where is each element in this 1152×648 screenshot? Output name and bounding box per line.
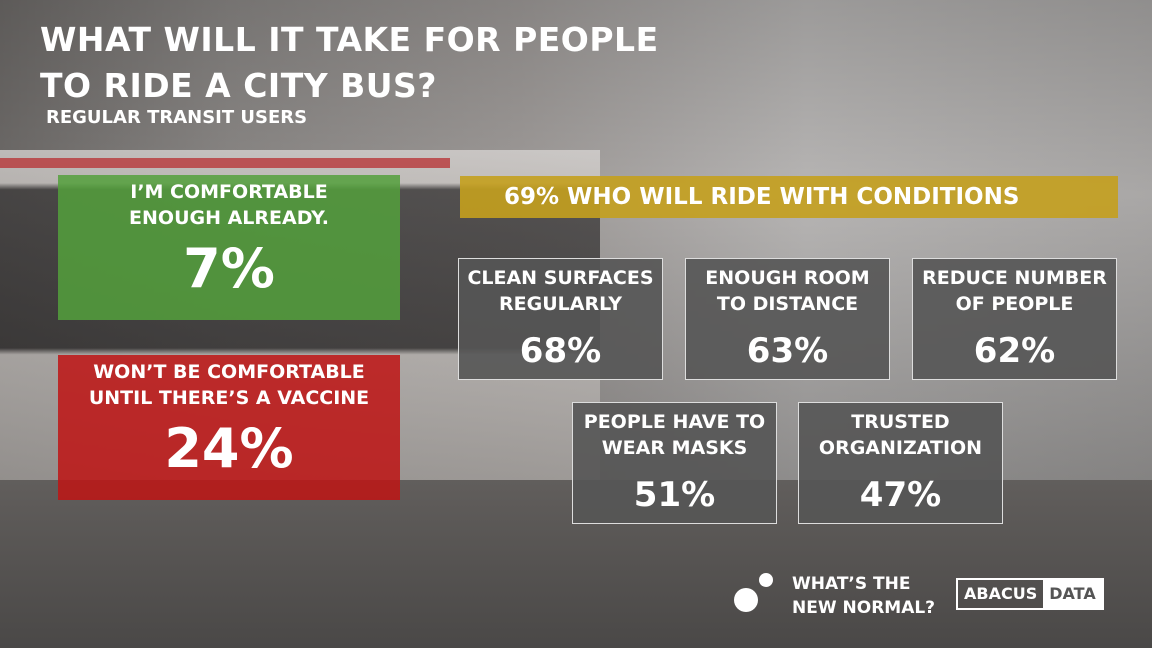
comfortable-box: I’M COMFORTABLE ENOUGH ALREADY. 7% bbox=[58, 175, 400, 320]
condition-label: REGULARLY bbox=[499, 293, 622, 315]
condition-label: REDUCE NUMBER bbox=[922, 267, 1107, 289]
box-label: I’M COMFORTABLE bbox=[130, 181, 328, 203]
box-value: 7% bbox=[183, 237, 275, 300]
tagline: WHAT’S THE NEW NORMAL? bbox=[792, 572, 935, 620]
vaccine-box: WON’T BE COMFORTABLE UNTIL THERE’S A VAC… bbox=[58, 355, 400, 500]
bus-stripe bbox=[0, 158, 450, 168]
condition-box: PEOPLE HAVE TO WEAR MASKS 51% bbox=[572, 402, 777, 524]
subtitle: REGULAR TRANSIT USERS bbox=[46, 107, 308, 128]
logo-part: ABACUS bbox=[964, 584, 1038, 603]
condition-value: 51% bbox=[633, 475, 716, 515]
title-line: TO RIDE A CITY BUS? bbox=[40, 66, 437, 105]
condition-label: TRUSTED bbox=[851, 411, 950, 433]
condition-label: ORGANIZATION bbox=[818, 437, 983, 459]
condition-box: REDUCE NUMBER OF PEOPLE 62% bbox=[912, 258, 1117, 380]
virus-icon bbox=[734, 573, 773, 612]
condition-label: WEAR MASKS bbox=[601, 437, 748, 459]
condition-box: CLEAN SURFACES REGULARLY 68% bbox=[458, 258, 663, 380]
title-line: WHAT WILL IT TAKE FOR PEOPLE bbox=[40, 20, 659, 59]
logo: ABACUS DATA bbox=[956, 578, 1104, 610]
tagline-line: WHAT’S THE bbox=[792, 574, 911, 594]
condition-box: ENOUGH ROOM TO DISTANCE 63% bbox=[685, 258, 890, 380]
condition-label: OF PEOPLE bbox=[955, 293, 1074, 315]
virus-circle bbox=[734, 588, 758, 612]
condition-label: ENOUGH ROOM bbox=[705, 267, 870, 289]
box-label: ENOUGH ALREADY. bbox=[129, 207, 329, 229]
condition-label: PEOPLE HAVE TO bbox=[583, 411, 766, 433]
box-label: WON’T BE COMFORTABLE bbox=[93, 361, 365, 383]
banner: 69% WHO WILL RIDE WITH CONDITIONS bbox=[460, 176, 1118, 218]
tagline-line: NEW NORMAL? bbox=[792, 598, 936, 618]
condition-label: CLEAN SURFACES bbox=[467, 267, 654, 289]
condition-value: 68% bbox=[519, 331, 602, 371]
box-value: 24% bbox=[164, 417, 294, 480]
box-label: UNTIL THERE’S A VACCINE bbox=[88, 387, 370, 409]
condition-value: 62% bbox=[973, 331, 1056, 371]
condition-value: 63% bbox=[746, 331, 829, 371]
condition-label: TO DISTANCE bbox=[716, 293, 859, 315]
condition-value: 47% bbox=[859, 475, 942, 515]
logo-part: DATA bbox=[1043, 580, 1102, 608]
condition-box: TRUSTED ORGANIZATION 47% bbox=[798, 402, 1003, 524]
virus-circle bbox=[759, 573, 773, 587]
